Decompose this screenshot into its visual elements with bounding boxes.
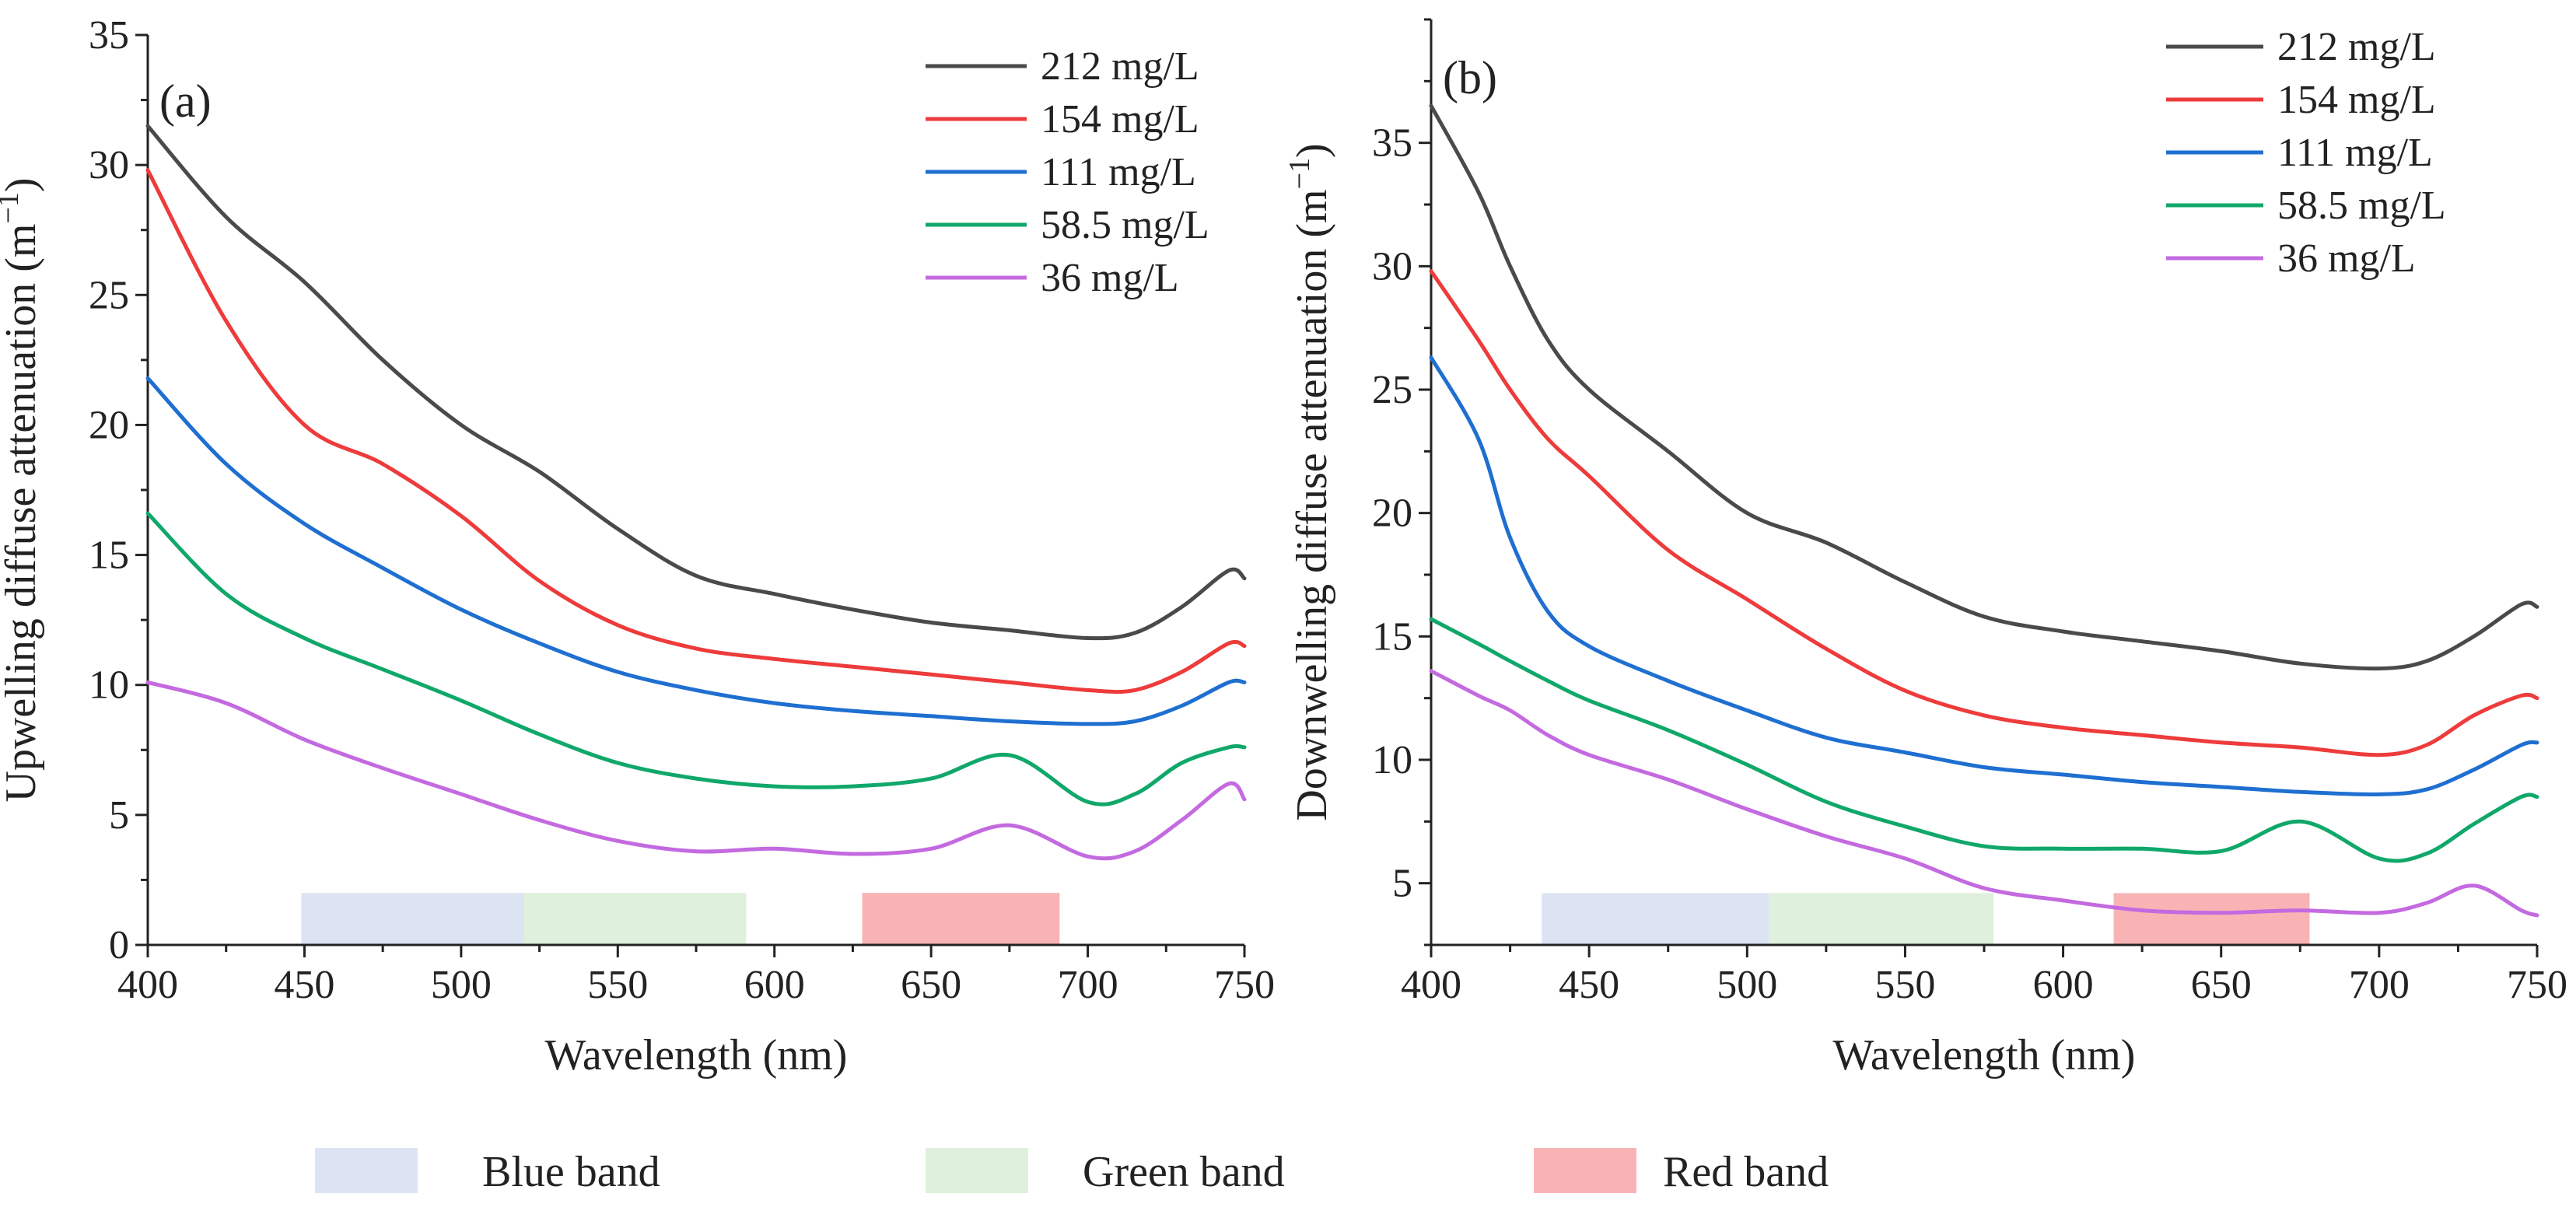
x-tick-label: 450 bbox=[274, 963, 334, 1007]
y-tick-label: 10 bbox=[89, 663, 129, 708]
y-tick-label: 35 bbox=[1372, 121, 1412, 166]
series-line-36-mg-l bbox=[1429, 669, 2539, 918]
y-tick-label: 5 bbox=[109, 793, 129, 838]
x-tick-label: 600 bbox=[744, 963, 805, 1007]
x-axis-title: Wavelength (nm) bbox=[545, 1031, 848, 1079]
y-tick-label: 25 bbox=[1372, 368, 1412, 412]
y-tick-label: 20 bbox=[1372, 492, 1412, 536]
y-tick-label: 15 bbox=[1372, 614, 1412, 659]
legend-label: 154 mg/L bbox=[1041, 97, 1199, 142]
legend-label: 36 mg/L bbox=[1041, 256, 1179, 300]
band-blue-band bbox=[1542, 893, 1769, 945]
x-tick-label: 750 bbox=[1214, 963, 1275, 1007]
x-tick-label: 700 bbox=[1058, 963, 1118, 1007]
series-line-154-mg-l bbox=[1429, 269, 2539, 757]
panel-a: 400 450 500 550 600 650 700 750 0 5 10 15 20 25 30 35 21… bbox=[0, 13, 1275, 1079]
y-tick-label: 35 bbox=[89, 13, 129, 58]
legend-label: 212 mg/L bbox=[1041, 44, 1199, 89]
legend-label: 58.5 mg/L bbox=[2277, 184, 2446, 228]
y-axis-title: Upwelling diffuse attenuation (m−1) bbox=[0, 177, 45, 802]
legend-label: 212 mg/L bbox=[2277, 25, 2436, 69]
y-tick-label: 15 bbox=[89, 534, 129, 578]
legend-label: 154 mg/L bbox=[2277, 78, 2436, 122]
band-legend: Blue band Green band Red band bbox=[315, 1148, 1829, 1196]
y-axis-title-close: ) bbox=[0, 177, 45, 192]
y-tick-label: 5 bbox=[1392, 862, 1412, 906]
y-axis-title-superscript: −1 bbox=[0, 192, 25, 223]
x-tick-label: 700 bbox=[2349, 963, 2410, 1007]
band-red-band bbox=[2113, 893, 2310, 945]
panel-label: (a) bbox=[159, 75, 212, 127]
y-tick-label: 10 bbox=[1372, 738, 1412, 782]
band-legend-label: Red band bbox=[1663, 1148, 1829, 1196]
panel-label: (b) bbox=[1443, 52, 1497, 103]
x-tick-label: 400 bbox=[117, 963, 178, 1007]
band-blue-band bbox=[301, 893, 524, 945]
legend-label: 58.5 mg/L bbox=[1041, 203, 1209, 247]
band-green-band bbox=[523, 893, 747, 945]
x-tick-label: 550 bbox=[1874, 963, 1935, 1007]
panel-b: 400 450 500 550 600 650 700 750 5 10 15 20 25 30 35 212… bbox=[1283, 18, 2567, 1079]
y-axis-title-text: Downwelling diffuse attenuation (m bbox=[1288, 189, 1336, 820]
band-green-band bbox=[1769, 893, 1994, 945]
y-axis-title-superscript: −1 bbox=[1283, 158, 1316, 189]
band-legend-swatch bbox=[926, 1148, 1028, 1193]
x-tick-label: 650 bbox=[2191, 963, 2252, 1007]
series-line-212-mg-l bbox=[145, 124, 1247, 641]
x-tick-label: 750 bbox=[2507, 963, 2567, 1007]
legend-label: 111 mg/L bbox=[2277, 131, 2433, 175]
series-line-111-mg-l bbox=[1429, 355, 2539, 796]
series-line-154-mg-l bbox=[145, 168, 1247, 694]
y-tick-label: 30 bbox=[1372, 244, 1412, 289]
x-tick-label: 650 bbox=[901, 963, 961, 1007]
x-tick-label: 450 bbox=[1559, 963, 1619, 1007]
band-legend-label: Blue band bbox=[482, 1148, 660, 1196]
series-line-36-mg-l bbox=[145, 680, 1247, 861]
y-tick-label: 30 bbox=[89, 143, 129, 187]
x-tick-label: 400 bbox=[1401, 963, 1461, 1007]
band-legend-label: Green band bbox=[1083, 1148, 1285, 1196]
x-tick-label: 500 bbox=[431, 963, 492, 1007]
y-tick-label: 25 bbox=[89, 273, 129, 317]
series-line-58-5-mg-l bbox=[1429, 617, 2539, 863]
y-tick-label: 20 bbox=[89, 403, 129, 447]
x-tick-label: 500 bbox=[1717, 963, 1777, 1007]
x-tick-label: 550 bbox=[587, 963, 648, 1007]
band-legend-swatch bbox=[1534, 1148, 1636, 1193]
band-legend-swatch bbox=[315, 1148, 418, 1193]
legend-label: 111 mg/L bbox=[1041, 150, 1196, 194]
y-axis-title: Downwelling diffuse attenuation (m−1) bbox=[1283, 143, 1336, 820]
y-axis-title-text: Upwelling diffuse attenuation (m bbox=[0, 224, 45, 803]
y-tick-label: 0 bbox=[109, 923, 129, 967]
x-axis-title: Wavelength (nm) bbox=[1833, 1031, 2136, 1079]
series-line-58-5-mg-l bbox=[145, 511, 1247, 806]
legend-label: 36 mg/L bbox=[2277, 236, 2416, 281]
y-axis-title-close: ) bbox=[1288, 143, 1336, 158]
band-red-band bbox=[862, 893, 1060, 945]
series-line-111-mg-l bbox=[145, 376, 1247, 726]
series-line-212-mg-l bbox=[1429, 103, 2539, 671]
x-tick-label: 600 bbox=[2033, 963, 2094, 1007]
